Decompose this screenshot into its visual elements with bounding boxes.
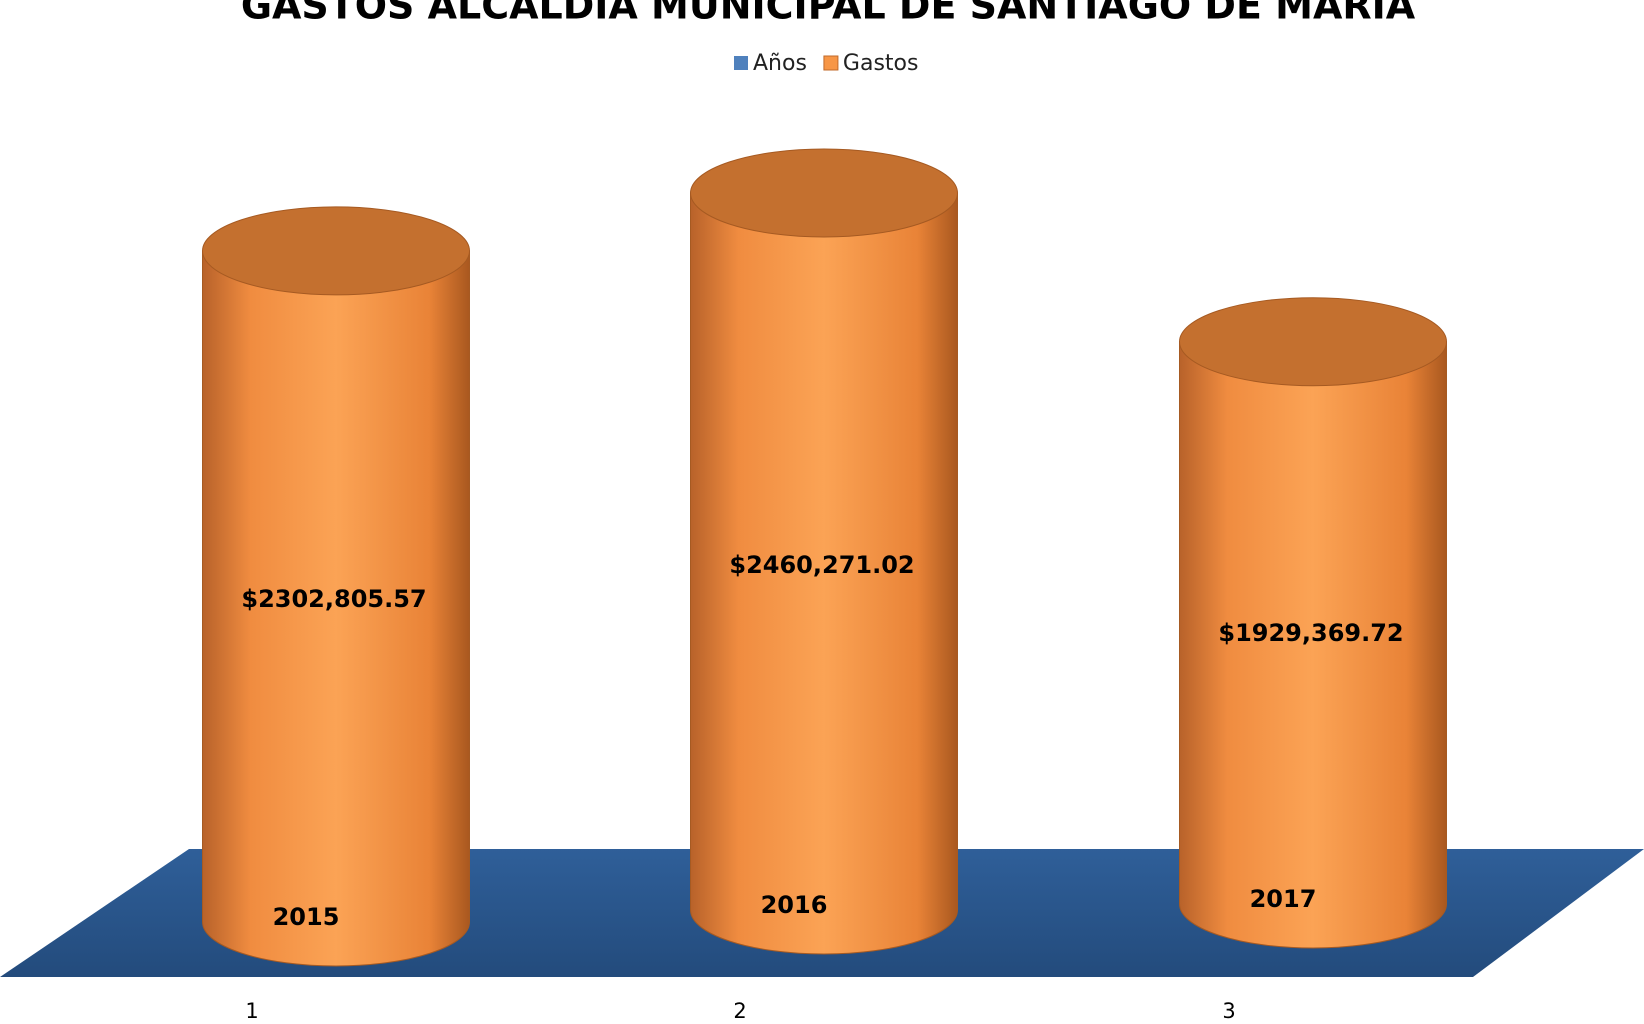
- x-tick-label: 2: [733, 999, 746, 1023]
- legend-swatch: [734, 56, 748, 70]
- cylinder-top: [691, 149, 958, 237]
- data-label: $2460,271.02: [729, 551, 914, 579]
- cylinder-top: [1180, 298, 1447, 386]
- legend-label: Gastos: [843, 51, 919, 76]
- data-label: $1929,369.72: [1218, 619, 1403, 647]
- data-label: 2015: [273, 903, 340, 931]
- x-tick-label: 1: [245, 999, 258, 1023]
- cylinder-top: [203, 207, 470, 295]
- legend-label: Años: [753, 51, 807, 76]
- data-label: 2017: [1250, 885, 1317, 913]
- data-label: 2016: [761, 891, 828, 919]
- chart: GASTOS ALCALDIA MUNICIPAL DE SANTIAGO DE…: [0, 0, 1644, 1024]
- chart-title: GASTOS ALCALDIA MUNICIPAL DE SANTIAGO DE…: [241, 0, 1416, 28]
- page: GASTOS ALCALDIA MUNICIPAL DE SANTIAGO DE…: [0, 0, 1644, 1024]
- legend-swatch: [824, 56, 838, 70]
- x-tick-label: 3: [1222, 999, 1235, 1023]
- legend: Años Gastos: [734, 51, 918, 76]
- data-label: $2302,805.57: [241, 585, 426, 613]
